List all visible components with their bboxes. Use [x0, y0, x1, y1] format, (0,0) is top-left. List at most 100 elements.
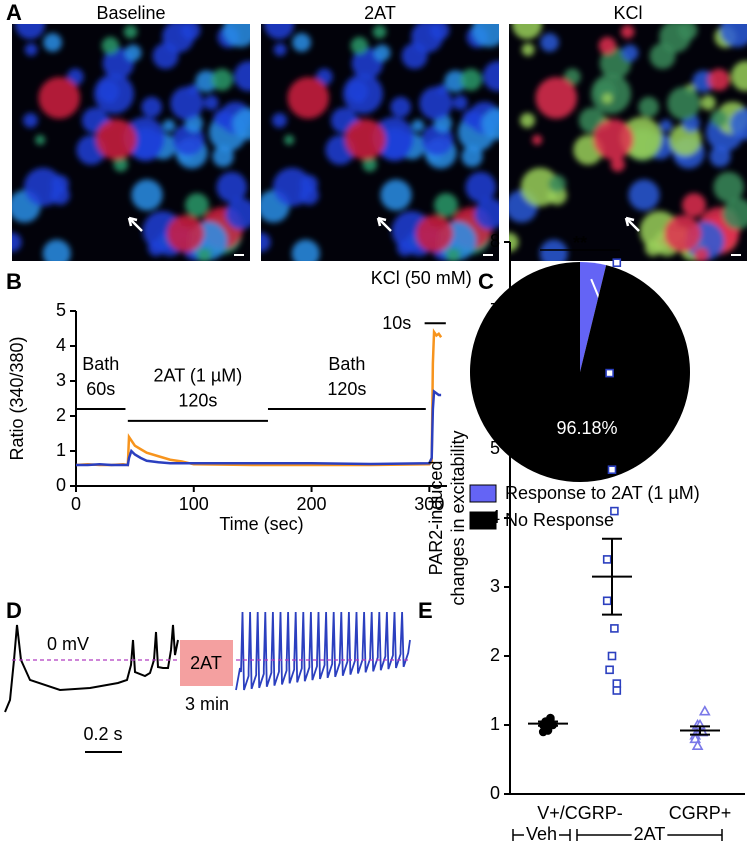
data-point	[612, 679, 622, 688]
cell	[123, 24, 138, 39]
y-axis-label: PAR2-induced	[426, 461, 446, 576]
pie-slice	[470, 262, 691, 482]
x-tick-label: 200	[297, 494, 327, 514]
cells	[12, 24, 250, 261]
data-point	[543, 726, 553, 735]
cell	[649, 43, 676, 70]
cell	[445, 247, 461, 261]
reference-label: 0 mV	[47, 634, 89, 654]
period-label: Bath	[82, 354, 119, 374]
cell	[598, 36, 617, 55]
cell	[23, 112, 38, 128]
period-label: KCl (50 mM)	[371, 268, 472, 288]
y-tick-label: 2	[490, 645, 500, 665]
cell	[459, 68, 482, 91]
cell	[273, 43, 287, 57]
image-title: 2AT	[364, 3, 396, 23]
y-tick-label: 3	[490, 576, 500, 596]
cell	[434, 193, 459, 218]
cell	[628, 179, 660, 211]
y-tick-label: 8	[490, 231, 500, 251]
legend-label: Response to 2AT (1 µM)	[505, 483, 700, 503]
cell	[693, 247, 709, 261]
arrow	[624, 216, 640, 232]
cell	[663, 215, 702, 253]
cell	[51, 175, 70, 193]
panel-letter: B	[6, 269, 22, 294]
treatment-box	[180, 640, 233, 686]
cell	[452, 95, 468, 111]
cell	[659, 119, 673, 132]
data-point	[605, 665, 614, 675]
cell	[700, 95, 716, 111]
cell	[113, 157, 128, 172]
cell	[677, 24, 698, 40]
cell	[196, 247, 212, 261]
cell	[147, 240, 165, 257]
cell	[101, 36, 120, 55]
cell	[264, 24, 294, 40]
cell	[344, 119, 386, 160]
treatment-bracket	[512, 829, 571, 841]
cell	[401, 43, 428, 70]
cell	[354, 93, 365, 104]
cell	[380, 179, 412, 211]
image-title: KCl	[613, 3, 642, 23]
cell	[461, 145, 483, 168]
cell	[233, 61, 250, 92]
cell	[42, 239, 71, 261]
cell	[373, 44, 391, 62]
data-point	[691, 739, 704, 750]
period-duration: 10s	[382, 313, 411, 333]
y-tick-label: 1	[56, 440, 66, 460]
cell	[292, 33, 311, 52]
y-axis-label: Ratio (340/380)	[7, 336, 27, 460]
cell	[203, 95, 219, 111]
cell	[682, 193, 707, 218]
cell	[644, 240, 662, 257]
significance-label: **	[573, 233, 587, 253]
image-title: Baseline	[96, 3, 165, 23]
period-label: 2AT (1 µM)	[154, 366, 243, 386]
cell	[166, 215, 205, 253]
y-tick-label: 1	[490, 714, 500, 734]
data-point	[612, 686, 622, 695]
x-tick-label: 100	[179, 494, 209, 514]
cell	[362, 157, 377, 172]
cell	[710, 109, 728, 128]
trace	[235, 611, 411, 691]
cell	[396, 240, 414, 257]
cell	[429, 24, 450, 40]
cell	[272, 112, 287, 128]
y-tick-label: 6	[490, 369, 500, 389]
slice-label: 96.18%	[556, 418, 617, 438]
cell	[482, 61, 499, 92]
cell	[232, 108, 250, 140]
cell	[213, 109, 231, 128]
legend-swatch	[469, 511, 497, 530]
data-point	[607, 651, 617, 661]
cell	[415, 215, 454, 253]
data-point	[612, 258, 622, 268]
x-tick-label: V+/CGRP-	[537, 803, 623, 823]
cell	[729, 108, 747, 140]
treatment-label: 2AT	[634, 824, 666, 844]
cell	[465, 171, 497, 203]
cell	[730, 61, 747, 92]
panel-letter: C	[478, 269, 494, 294]
cell	[291, 239, 320, 261]
cell	[261, 232, 271, 252]
period-duration: 120s	[178, 391, 217, 411]
cell	[532, 134, 543, 146]
cell	[12, 232, 22, 252]
data-point	[602, 555, 612, 564]
cell	[180, 24, 201, 40]
cell	[35, 134, 46, 146]
period-duration: 60s	[86, 379, 115, 399]
cell	[350, 36, 369, 55]
scale-label: 0.2 s	[83, 724, 122, 744]
cell	[24, 43, 38, 57]
cell	[540, 33, 559, 52]
treatment-label: Veh	[526, 824, 557, 844]
